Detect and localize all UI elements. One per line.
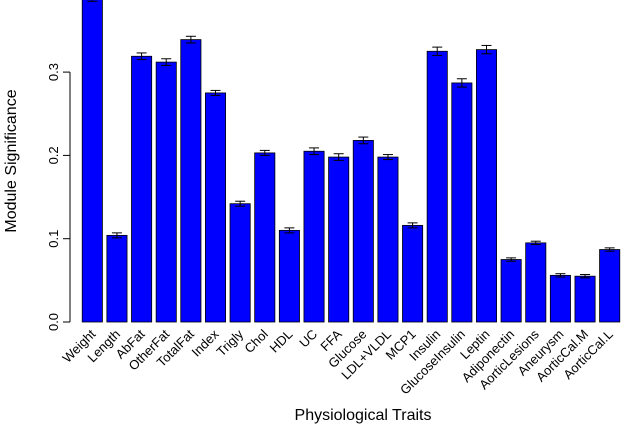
x-tick-labels: WeightLengthAbFatOtherFatTotalFatIndexTr…	[59, 326, 615, 397]
x-tick-label-trigly: Trigly	[214, 326, 247, 359]
bar-chol	[254, 152, 276, 323]
bar-index	[204, 92, 226, 323]
bar-abfat	[131, 55, 153, 323]
error-bar-index	[210, 89, 221, 96]
bar-hdl	[278, 229, 300, 323]
bar-insulin	[426, 50, 448, 323]
y-axis: 0.0 0.1 0.2 0.3	[46, 63, 71, 331]
bar-trigly	[229, 203, 251, 323]
bar-ldl-vldl	[377, 156, 399, 323]
error-bar-abfat	[136, 52, 147, 61]
error-bar-aorticcal-m	[580, 274, 591, 279]
bar-totalfat	[180, 39, 202, 323]
error-bar-trigly	[235, 200, 246, 207]
bar-aorticcal-m	[574, 275, 596, 323]
y-tick-label: 0.1	[46, 230, 61, 248]
bar-length	[106, 234, 128, 323]
error-bar-glucoseinsulin	[456, 78, 467, 88]
bar-adiponectin	[500, 259, 522, 323]
y-tick-label: 0.3	[46, 63, 61, 81]
x-tick-label-index: Index	[189, 326, 222, 359]
error-bar-mcp1	[407, 222, 418, 229]
x-axis-title: Physiological Traits	[295, 407, 432, 424]
y-tick-label: 0.0	[46, 313, 61, 331]
error-bar-weight	[87, 0, 98, 2]
bar-weight	[81, 0, 103, 323]
bar-uc	[303, 150, 325, 323]
error-bar-insulin	[432, 46, 443, 56]
bars-group	[81, 0, 621, 323]
error-bar-glucose	[358, 136, 369, 145]
error-bar-aneurysm	[555, 273, 566, 278]
bar-ffa	[328, 156, 350, 323]
error-bar-adiponectin	[506, 257, 517, 262]
bar-aneurysm	[549, 274, 571, 323]
bar-mcp1	[402, 224, 424, 323]
error-bar-length	[111, 232, 122, 239]
error-bar-ldl-vldl	[382, 154, 393, 161]
error-bar-otherfat	[161, 58, 172, 66]
bar-otherfat	[155, 61, 177, 323]
bar-aorticcal-l	[599, 249, 621, 323]
y-axis-title: Module Significance	[3, 89, 20, 232]
x-tick-label-chol: Chol	[241, 326, 271, 356]
bar-glucose	[352, 140, 374, 323]
bar-leptin	[475, 49, 497, 323]
bar-glucoseinsulin	[451, 82, 473, 323]
x-tick-label-hdl: HDL	[267, 327, 296, 356]
error-bar-aorticlesions	[530, 240, 541, 246]
error-bar-uc	[309, 147, 320, 156]
error-bar-aorticcal-l	[604, 247, 615, 252]
error-bar-leptin	[481, 44, 492, 55]
error-bar-totalfat	[185, 35, 196, 44]
error-bars-group	[87, 0, 615, 279]
y-tick-label: 0.2	[46, 146, 61, 164]
error-bar-ffa	[333, 153, 344, 161]
error-bar-chol	[259, 149, 270, 156]
x-tick-label-uc: UC	[296, 327, 320, 351]
bar-aorticlesions	[525, 242, 547, 323]
error-bar-hdl	[284, 227, 295, 234]
